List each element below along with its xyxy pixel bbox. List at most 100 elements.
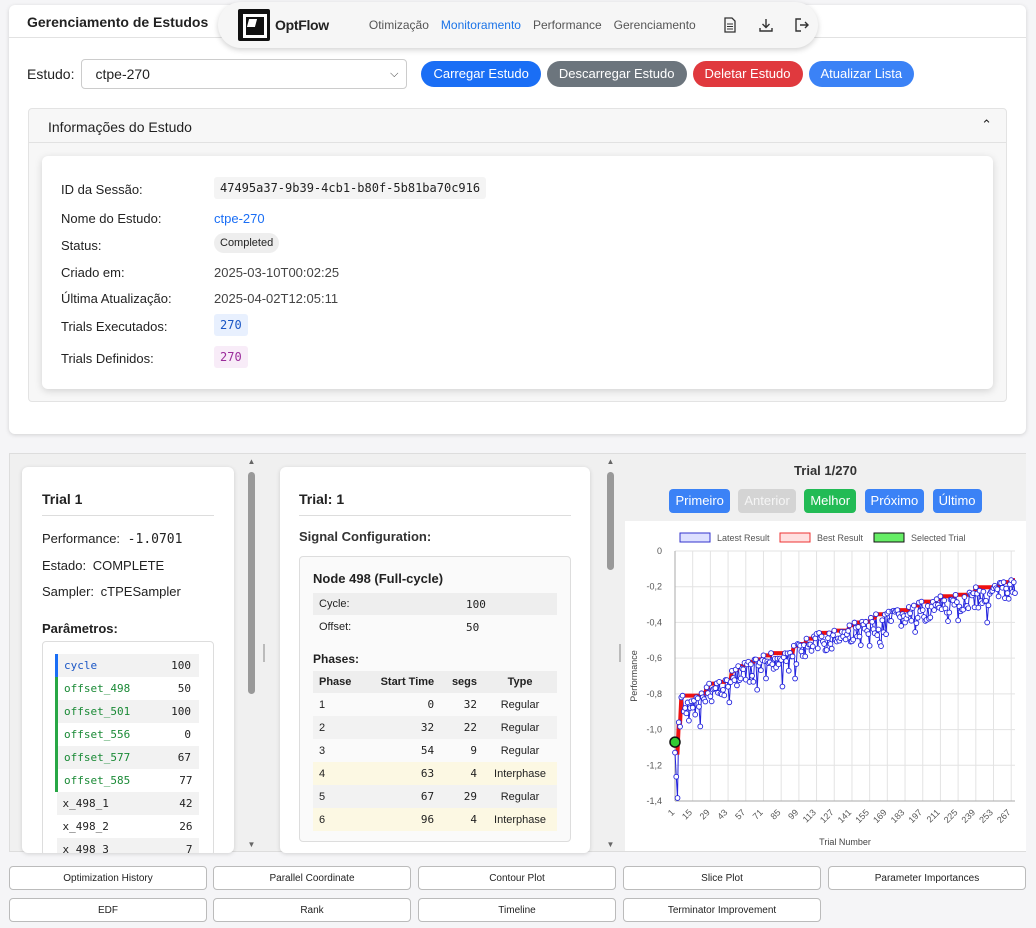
param-name: offset_577 (64, 751, 131, 764)
x-tick-label: 211 (925, 807, 942, 824)
first-trial-button[interactable]: Primeiro (669, 489, 730, 513)
logo-text: OptFlow (275, 17, 329, 33)
signal-card: Trial: 1 Signal Configuration: Node 498 … (280, 467, 590, 853)
offset-row: Offset: 50 (313, 616, 557, 638)
trial-point (809, 643, 816, 650)
optimization-history-button[interactable]: Optimization History (9, 866, 207, 890)
last-trial-button[interactable]: Último (932, 489, 982, 513)
resize-handle[interactable] (619, 644, 621, 662)
y-axis-label: Performance (629, 650, 639, 702)
legend-swatch (779, 532, 811, 543)
nav-link-monitoring[interactable]: Monitoramento (440, 18, 521, 32)
chevron-up-icon[interactable]: ⌃ (981, 117, 992, 132)
scroll-up-icon[interactable]: ▲ (606, 457, 615, 466)
nav-link-optimization[interactable]: Otimização (368, 18, 429, 32)
scroll-down-icon[interactable]: ▼ (247, 840, 256, 849)
study-select-value: ctpe-270 (95, 66, 150, 82)
param-name: x_498_3 (62, 843, 109, 853)
type-cell: Interphase (494, 813, 546, 826)
nav-link-management[interactable]: Gerenciamento (613, 18, 696, 32)
download-icon[interactable] (758, 16, 774, 34)
next-trial-button[interactable]: Próximo (864, 489, 925, 513)
trials-executed-badge: 270 (214, 314, 248, 336)
updated-at: 2025-04-02T12:05:11 (214, 291, 339, 306)
edf-button[interactable]: EDF (9, 898, 207, 922)
study-info-header[interactable]: Informações do Estudo ⌃ (29, 109, 1006, 143)
trial-point (1010, 579, 1017, 586)
status-badge: Completed (214, 233, 280, 253)
phase-cell: 5 (319, 790, 326, 803)
logout-icon[interactable] (794, 16, 810, 34)
trial-point (985, 602, 992, 609)
study-name-link[interactable]: ctpe-270 (214, 211, 265, 226)
trial-point (758, 667, 764, 674)
document-icon[interactable] (722, 16, 738, 34)
performance-chart[interactable]: Latest Result Best Result Selected Trial 0 -… (625, 521, 1026, 851)
trial-point (919, 607, 926, 613)
scroll-down-icon[interactable]: ▼ (606, 840, 615, 849)
trial-point (945, 618, 951, 624)
phase-cell: 1 (319, 698, 326, 711)
phases-label: Phases: (313, 652, 360, 666)
trial-point (984, 619, 991, 626)
param-name: offset_556 (64, 728, 131, 741)
segs-cell: 32 (463, 698, 478, 711)
parameter-importances-button[interactable]: Parameter Importances (828, 866, 1026, 890)
phase-row: 3 54 9 Regular (313, 739, 557, 762)
delete-study-button[interactable]: Deletar Estudo (692, 61, 803, 87)
resize-handle[interactable] (263, 644, 265, 662)
trial-point (961, 594, 968, 600)
phase-row: 2 32 22 Regular (313, 716, 557, 739)
scroll-up-icon[interactable]: ▲ (247, 457, 256, 466)
y-tick-label: -0,8 (646, 689, 662, 699)
info-label-name: Nome do Estudo: (61, 211, 162, 226)
x-tick-label: 253 (977, 807, 995, 825)
study-select[interactable]: ctpe-270 ⌵ (81, 59, 408, 89)
start-cell: 32 (420, 721, 435, 734)
contour-plot-button[interactable]: Contour Plot (418, 866, 616, 890)
trial-point (825, 635, 831, 641)
signal-scrollbar[interactable]: ▲ ▼ (606, 457, 615, 851)
y-tick-label: 0 (657, 546, 662, 556)
phase-cell: 2 (319, 721, 326, 734)
start-cell: 0 (427, 698, 435, 711)
info-label-session: ID da Sessão: (61, 182, 143, 197)
legend-label: Latest Result (717, 533, 770, 543)
study-info-title: Informações do Estudo (48, 119, 192, 135)
trial-point (720, 686, 726, 693)
trial-point (821, 641, 827, 647)
start-cell: 67 (420, 790, 435, 803)
param-value: 50 (177, 682, 191, 695)
parallel-coordinate-button[interactable]: Parallel Coordinate (213, 866, 411, 890)
trial-navigator-panel: Trial 1/270 Primeiro Anterior Melhor Pró… (625, 454, 1026, 851)
trial-scrollbar[interactable]: ▲ ▼ (247, 457, 256, 851)
prev-trial-button[interactable]: Anterior (738, 489, 796, 513)
trial-point (697, 723, 704, 730)
x-tick-label: 225 (942, 807, 960, 825)
trial-point (912, 629, 918, 635)
refresh-list-button[interactable]: Atualizar Lista (808, 61, 915, 87)
performance-value: -1.0701 (127, 532, 183, 547)
trial-point (941, 597, 948, 604)
trials-defined-badge: 270 (214, 346, 248, 368)
scroll-thumb[interactable] (248, 472, 255, 694)
trial-point (672, 749, 678, 756)
trial-point (694, 695, 701, 702)
rank-button[interactable]: Rank (213, 898, 411, 922)
timeline-button[interactable]: Timeline (418, 898, 616, 922)
trial-point (875, 626, 882, 633)
param-row: offset_501 100 (56, 700, 199, 723)
params-box: cycle 100 offset_498 50 offset_501 100 offs… (42, 641, 214, 853)
best-trial-button[interactable]: Melhor (804, 489, 857, 513)
slice-plot-button[interactable]: Slice Plot (623, 866, 821, 890)
x-tick-label: 43 (715, 807, 729, 821)
terminator-improvement-button[interactable]: Terminator Improvement (623, 898, 821, 922)
scroll-thumb[interactable] (607, 472, 614, 570)
study-row: Estudo: ctpe-270 ⌵ Carregar Estudo Desca… (27, 59, 915, 89)
load-study-button[interactable]: Carregar Estudo (421, 61, 541, 87)
unload-study-button[interactable]: Descarregar Estudo (546, 61, 687, 87)
trial-point (878, 643, 884, 649)
trial-point (1000, 579, 1007, 585)
nav-link-performance[interactable]: Performance (532, 18, 602, 32)
trial-point (865, 631, 872, 637)
